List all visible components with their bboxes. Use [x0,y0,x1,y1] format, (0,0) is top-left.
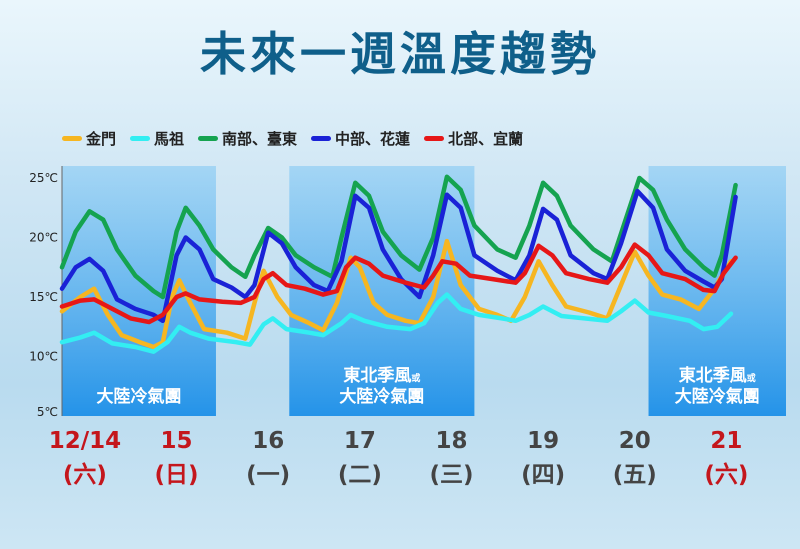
series-line [59,292,734,354]
y-tick-label: 5℃ [37,405,58,419]
cold-air-band [62,166,216,416]
weekday-label: (二) [338,462,382,488]
legend-swatch [198,136,219,141]
legend-item: 北部、宜蘭 [424,128,523,149]
legend-swatch [311,136,332,141]
band-label: 大陸冷氣團 [339,386,424,407]
series-line [59,238,734,350]
y-tick-label: 25℃ [29,171,58,185]
date-label: 12/14 [49,428,121,454]
date-label: 20 [619,428,651,454]
weekday-label: (六) [63,462,107,488]
band-label-top: 東北季風或 [679,365,756,386]
date-label: 18 [435,428,467,454]
weekday-label: (三) [429,462,473,488]
band-label-top-text: 東北季風 [679,365,747,386]
legend-item: 中部、花蓮 [311,128,410,149]
legend-swatch [62,136,82,141]
weekday-label: (五) [613,462,657,488]
y-tick-label: 15℃ [29,290,58,304]
band-label-top: 東北季風或 [343,365,420,386]
legend-label: 馬祖 [154,130,185,148]
date-label: 17 [344,428,376,454]
weekday-label: (日) [155,462,199,488]
series-line [59,174,738,300]
date-label: 15 [161,428,193,454]
legend-label: 金門 [86,130,117,148]
band-label-top-small: 或 [747,372,756,384]
date-label: 21 [710,428,742,454]
legend-item: 南部、臺東 [198,128,297,149]
band-label-top-small: 或 [411,372,420,384]
y-tick-label: 20℃ [29,231,58,245]
series-line [59,242,738,325]
date-label: 16 [252,428,284,454]
series-line [59,188,738,324]
band-label: 大陸冷氣團 [96,386,181,407]
legend-label: 北部、宜蘭 [448,130,524,148]
legend-swatch [130,136,151,141]
chart-title: 未來一週溫度趨勢 [200,27,600,81]
cold-air-band [648,166,786,416]
legend-swatch [424,136,445,141]
legend-label: 南部、臺東 [222,130,298,148]
legend-item: 金門 [62,128,116,149]
y-tick-label: 10℃ [29,350,58,364]
date-label: 19 [527,428,559,454]
chart-legend: 金門 馬祖 南部、臺東 中部、花蓮 北部、宜蘭 [62,128,537,149]
weekday-label: (四) [521,462,565,488]
legend-item: 馬祖 [130,128,184,149]
band-label: 大陸冷氣團 [675,386,760,407]
weekday-label: (一) [246,462,290,488]
legend-label: 中部、花蓮 [335,130,411,148]
band-label-top-text: 東北季風 [343,365,411,386]
weekday-label: (六) [704,462,748,488]
